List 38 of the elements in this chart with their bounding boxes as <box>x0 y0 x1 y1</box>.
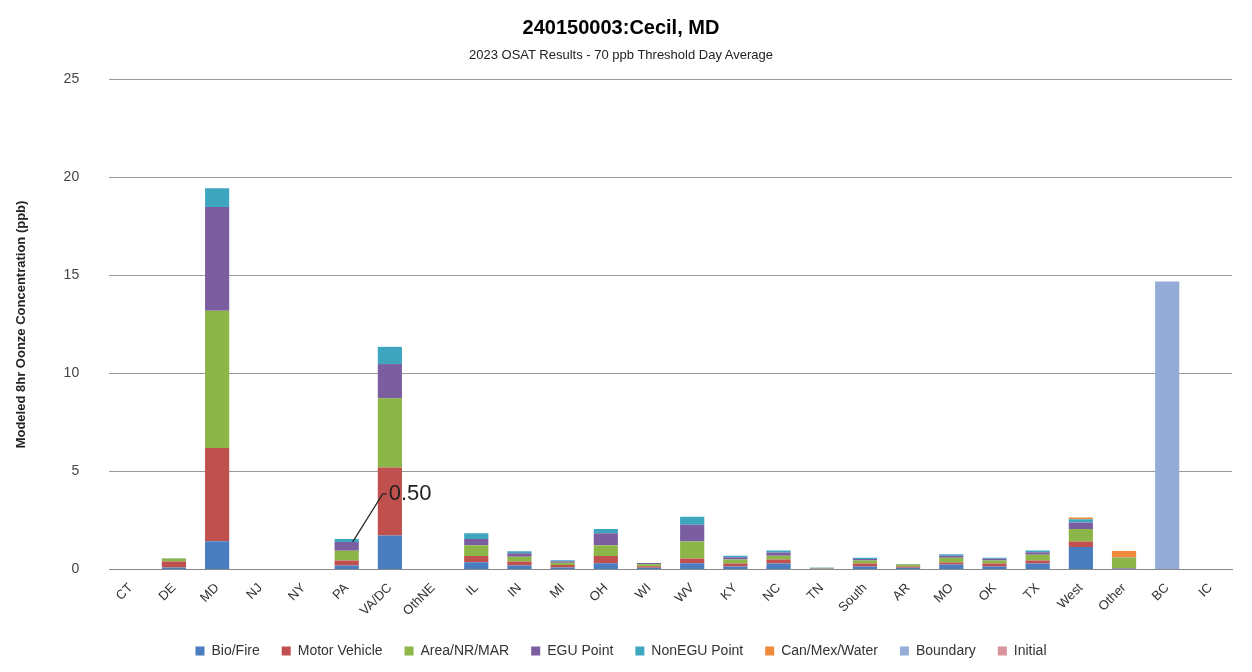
legend-label: NonEGU Point <box>651 641 744 658</box>
x-tick-label: IC <box>1195 579 1216 600</box>
x-tick-label: NJ <box>243 579 265 602</box>
y-tick-label: 5 <box>71 462 80 479</box>
x-tick-label: OK <box>975 579 1000 604</box>
legend-label: Area/NR/MAR <box>420 641 510 658</box>
x-tick-label: MO <box>930 579 956 606</box>
legend-label: Boundary <box>915 641 976 658</box>
legend-label: Motor Vehicle <box>297 641 383 658</box>
x-tick-label: WV <box>671 579 698 606</box>
x-tick-label: OH <box>586 579 611 605</box>
y-axis-title: Modeled 8hr Oonze Concentration (ppb) <box>13 200 29 449</box>
x-tick-label: WI <box>631 579 654 602</box>
x-tick-label: BC <box>1148 579 1172 604</box>
x-tick-label: AR <box>889 579 913 604</box>
legend-label: Bio/Fire <box>211 641 260 658</box>
chart-title: 240150003:Cecil, MD <box>522 15 720 38</box>
x-tick-label: DE <box>155 579 179 604</box>
legend-label: Can/Mex/Water <box>781 641 879 658</box>
y-tick-label: 15 <box>63 266 80 283</box>
x-tick-label: NC <box>759 579 784 604</box>
x-tick-label: CT <box>112 579 136 603</box>
legend-label: Initial <box>1013 641 1047 658</box>
x-tick-label: IL <box>462 579 481 599</box>
y-tick-label: 25 <box>63 70 80 87</box>
x-tick-label: TN <box>803 579 827 603</box>
x-tick-label: NY <box>284 579 309 604</box>
x-tick-label: PA <box>329 579 352 603</box>
x-tick-label: IN <box>504 579 525 600</box>
legend-label: EGU Point <box>547 641 614 658</box>
x-tick-label: TX <box>1019 579 1043 603</box>
y-tick-label: 10 <box>63 364 80 381</box>
x-tick-label: KY <box>717 579 741 603</box>
x-tick-label: MD <box>196 579 222 605</box>
chart-subtitle: 2023 OSAT Results - 70 ppb Threshold Day Average <box>469 47 773 63</box>
y-tick-label: 20 <box>63 168 80 185</box>
y-tick-label: 0 <box>71 560 80 577</box>
x-tick-label: MI <box>546 579 568 601</box>
